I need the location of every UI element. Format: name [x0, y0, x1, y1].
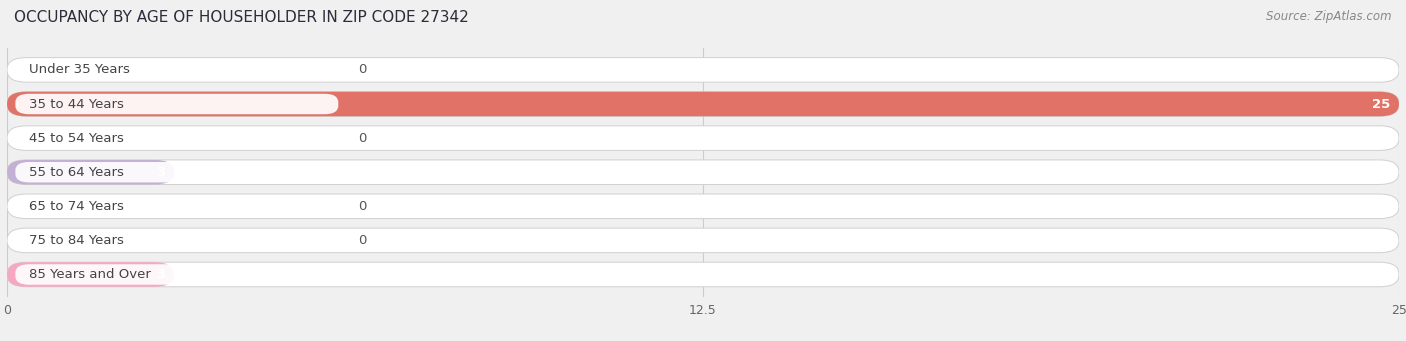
Text: 0: 0 [357, 200, 366, 213]
FancyBboxPatch shape [15, 196, 339, 217]
FancyBboxPatch shape [7, 92, 1399, 116]
Text: 3: 3 [156, 166, 166, 179]
FancyBboxPatch shape [7, 92, 1399, 116]
FancyBboxPatch shape [15, 162, 339, 182]
FancyBboxPatch shape [15, 264, 339, 285]
FancyBboxPatch shape [15, 60, 339, 80]
Text: 35 to 44 Years: 35 to 44 Years [30, 98, 124, 110]
Text: 25: 25 [1372, 98, 1391, 110]
Text: 3: 3 [156, 268, 166, 281]
Text: Under 35 Years: Under 35 Years [30, 63, 131, 76]
FancyBboxPatch shape [15, 128, 339, 148]
Text: 0: 0 [357, 63, 366, 76]
FancyBboxPatch shape [15, 94, 339, 114]
FancyBboxPatch shape [7, 262, 174, 287]
Text: 65 to 74 Years: 65 to 74 Years [30, 200, 124, 213]
FancyBboxPatch shape [7, 262, 1399, 287]
Text: 45 to 54 Years: 45 to 54 Years [30, 132, 124, 145]
FancyBboxPatch shape [7, 228, 1399, 253]
FancyBboxPatch shape [15, 230, 339, 251]
FancyBboxPatch shape [7, 160, 1399, 184]
Text: 75 to 84 Years: 75 to 84 Years [30, 234, 124, 247]
Text: OCCUPANCY BY AGE OF HOUSEHOLDER IN ZIP CODE 27342: OCCUPANCY BY AGE OF HOUSEHOLDER IN ZIP C… [14, 10, 468, 25]
FancyBboxPatch shape [7, 126, 1399, 150]
Text: 0: 0 [357, 234, 366, 247]
FancyBboxPatch shape [7, 58, 1399, 82]
Text: 0: 0 [357, 132, 366, 145]
FancyBboxPatch shape [7, 160, 174, 184]
Text: 85 Years and Over: 85 Years and Over [30, 268, 152, 281]
Text: 55 to 64 Years: 55 to 64 Years [30, 166, 124, 179]
FancyBboxPatch shape [7, 194, 1399, 219]
Text: Source: ZipAtlas.com: Source: ZipAtlas.com [1267, 10, 1392, 23]
